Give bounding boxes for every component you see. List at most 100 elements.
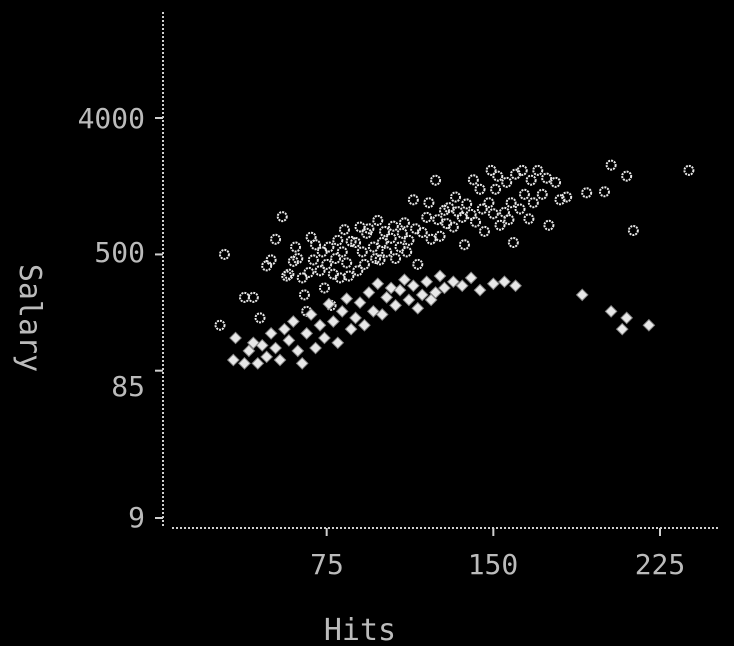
data-point-diamond [429,286,442,299]
data-point-diamond [420,275,434,289]
ticks [155,117,661,536]
data-point-circle [561,191,573,203]
data-point-diamond [380,290,394,304]
data-point-circle [287,255,299,267]
data-point-circle [447,221,459,233]
data-point-diamond [433,269,447,283]
data-point-circle [467,174,479,186]
data-point-circle [270,233,282,245]
data-point-diamond [251,357,265,370]
data-point-circle [456,211,468,223]
data-point-circle [387,220,399,232]
data-point-circle [494,219,506,231]
data-point-circle [276,211,288,223]
data-point-diamond [384,281,398,295]
data-point-circle [425,233,437,245]
data-point-circle [318,282,330,294]
data-point-diamond [415,288,429,302]
data-point-diamond [575,288,589,302]
data-point-diamond [615,322,629,336]
data-point-diamond [486,277,500,291]
data-point-diamond [282,333,296,347]
data-point-diamond [362,286,376,299]
data-point-circle [367,241,379,253]
data-point-circle [334,272,346,284]
data-point-circle [423,197,435,209]
data-point-circle [683,164,695,176]
data-point-circle [485,164,497,176]
data-point-diamond [238,357,251,370]
data-point-circle [310,239,322,251]
data-point-diamond [375,308,389,321]
data-point-diamond [344,322,358,336]
data-point-circle [354,221,366,233]
data-point-diamond [464,271,478,285]
axes [162,12,718,529]
data-point-circle [292,252,304,264]
data-point-circle [541,172,553,184]
data-point-diamond [304,308,318,321]
data-point-circle [385,232,397,244]
y-tick-label: 500 [94,236,145,269]
data-point-diamond [411,301,425,315]
data-point-circle [487,208,499,220]
data-point-circle [434,230,446,242]
data-point-circle [470,216,482,228]
data-point-diamond [455,279,469,293]
data-point-circle [363,223,375,235]
data-point-diamond [273,353,287,367]
data-point-circle [290,241,302,253]
data-point-circle [605,159,617,171]
data-point-diamond [313,318,327,332]
data-point-circle [461,198,473,210]
data-point-diamond [438,281,451,295]
data-point-diamond [264,327,278,340]
data-point-circle [476,203,488,215]
data-point-diamond [300,327,314,340]
x-tick-label: 150 [468,548,519,581]
data-point-circle [598,186,610,198]
data-point-circle [581,187,593,199]
data-point-diamond [371,277,385,291]
data-point-diamond [242,344,256,358]
data-point-diamond [446,275,460,289]
data-point-circle [261,260,273,272]
data-point-circle [332,234,344,246]
data-point-diamond [353,296,367,309]
data-point-circle [247,291,259,303]
data-point-diamond [509,279,522,293]
data-point-circle [374,254,386,266]
data-point-diamond [335,304,349,318]
y-tick-label: 4000 [78,102,145,135]
data-point-circle [307,254,319,266]
x-tick-label: 75 [310,548,344,581]
data-point-circle [490,183,502,195]
data-point-diamond [473,283,487,297]
data-point-circle [478,225,490,237]
data-point-circle [516,164,528,176]
data-point-circle [403,234,415,246]
data-point-circle [238,291,250,303]
y-axis-label: Salary [12,264,47,372]
data-point-diamond [642,318,656,332]
data-point-circle [321,258,333,270]
data-point-circle [514,203,526,215]
data-point-diamond [278,322,291,336]
data-point-circle [438,204,450,216]
data-point-circle [356,246,368,258]
data-point-circle [507,236,519,248]
data-point-circle [492,170,504,182]
data-point-circle [543,219,555,231]
data-point-diamond [358,318,371,332]
data-point-circle [372,214,384,226]
data-point-diamond [331,336,345,350]
data-point-circle [338,224,350,236]
data-point-circle [265,254,277,266]
data-point-diamond [255,339,269,352]
data-point-diamond [286,315,300,328]
data-point-circle [621,170,633,182]
data-point-diamond [406,279,420,293]
data-point-circle [352,265,364,277]
x-tick-label: 225 [635,548,686,581]
data-point-circle [370,252,382,264]
